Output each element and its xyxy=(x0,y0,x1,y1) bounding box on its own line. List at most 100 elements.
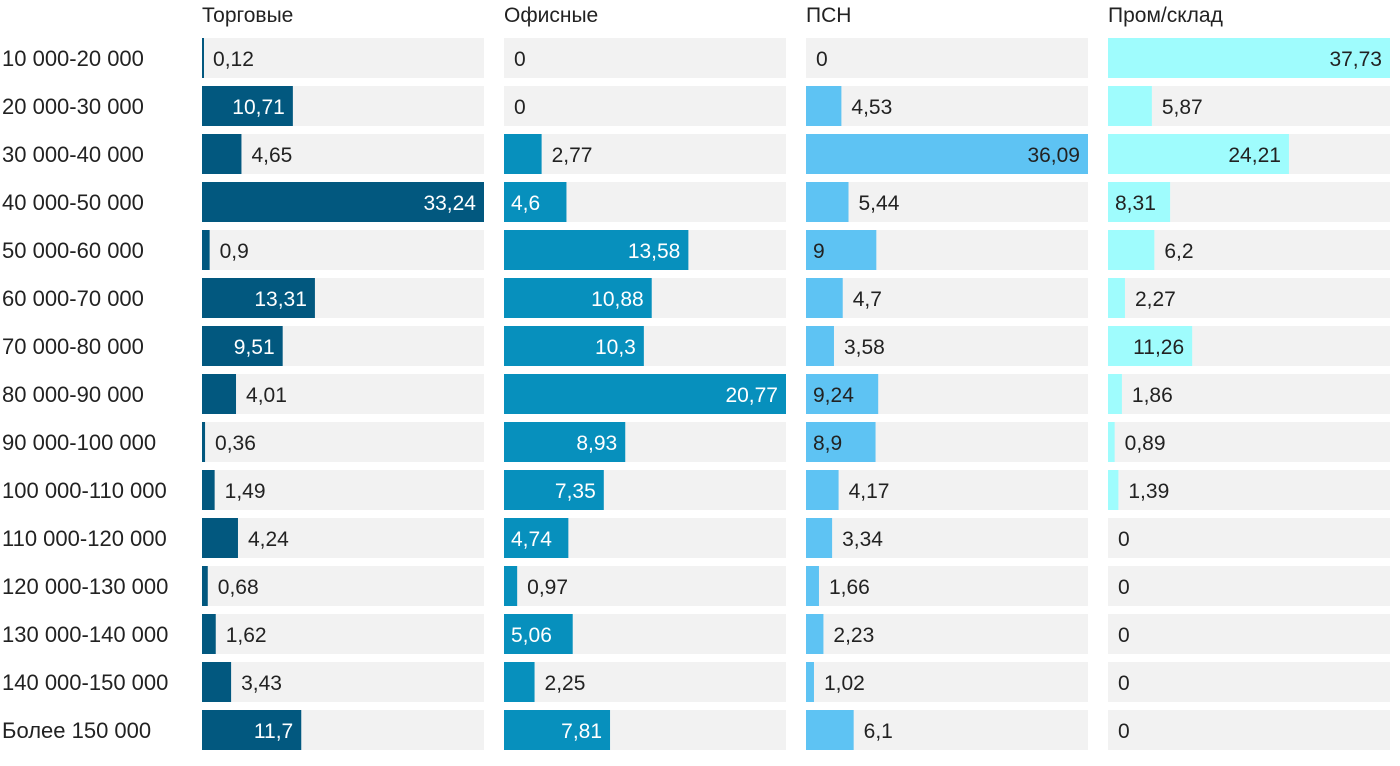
bar-track xyxy=(1108,86,1390,126)
value-label: 0 xyxy=(514,96,526,119)
value-label: 1,66 xyxy=(829,576,870,599)
row-label: 60 000-70 000 xyxy=(2,286,144,311)
bar xyxy=(1108,278,1125,318)
value-label: 10,71 xyxy=(232,96,285,119)
value-label: 4,53 xyxy=(851,96,892,119)
bar xyxy=(202,182,484,222)
bar xyxy=(202,278,315,318)
bar xyxy=(202,374,237,414)
bar-track xyxy=(1108,518,1390,558)
row-label: 50 000-60 000 xyxy=(2,238,144,263)
bar xyxy=(202,38,204,78)
value-label: 7,35 xyxy=(555,480,596,503)
value-label: 0 xyxy=(1118,528,1130,551)
bar-track xyxy=(1108,566,1390,606)
row-label: 40 000-50 000 xyxy=(2,190,144,215)
value-label: 36,09 xyxy=(1027,144,1080,167)
row-label: 110 000-120 000 xyxy=(2,526,167,551)
bar-track xyxy=(504,38,786,78)
row-label: 80 000-90 000 xyxy=(2,382,144,407)
bar-track xyxy=(806,326,1088,366)
bar xyxy=(504,518,569,558)
bar xyxy=(806,278,843,318)
bar-track xyxy=(202,470,484,510)
bar-track xyxy=(202,614,484,654)
value-label: 0,89 xyxy=(1125,432,1166,455)
bar-track xyxy=(806,182,1088,222)
bar-track xyxy=(806,86,1088,126)
bar xyxy=(202,470,215,510)
bar-track xyxy=(806,470,1088,510)
bar xyxy=(806,422,876,462)
value-label: 8,9 xyxy=(813,432,842,455)
bar xyxy=(504,230,689,270)
value-label: 8,31 xyxy=(1115,192,1156,215)
bar xyxy=(202,134,242,174)
value-label: 7,81 xyxy=(561,720,602,743)
value-label: 4,74 xyxy=(511,528,552,551)
value-label: 37,73 xyxy=(1329,48,1382,71)
value-label: 3,34 xyxy=(842,528,883,551)
row-label: 130 000-140 000 xyxy=(2,622,168,647)
bar xyxy=(202,326,283,366)
bar xyxy=(1108,230,1155,270)
bar xyxy=(1108,182,1171,222)
bar-track xyxy=(1108,710,1390,750)
value-label: 24,21 xyxy=(1228,144,1281,167)
bar xyxy=(1108,374,1122,414)
value-label: 2,77 xyxy=(552,144,593,167)
value-label: 0 xyxy=(514,48,526,71)
bar xyxy=(202,662,232,702)
bar-track xyxy=(202,230,484,270)
value-label: 3,43 xyxy=(241,672,282,695)
value-label: 1,49 xyxy=(225,480,266,503)
value-label: 5,87 xyxy=(1162,96,1203,119)
row-label: 10 000-20 000 xyxy=(2,46,144,71)
bar xyxy=(806,374,879,414)
value-label: 1,39 xyxy=(1128,480,1169,503)
value-label: 0 xyxy=(1118,720,1130,743)
bar-track xyxy=(1108,374,1390,414)
value-label: 13,31 xyxy=(254,288,307,311)
row-label: 70 000-80 000 xyxy=(2,334,144,359)
row-label: 30 000-40 000 xyxy=(2,142,144,167)
value-label: 4,65 xyxy=(251,144,292,167)
value-label: 11,7 xyxy=(254,720,293,743)
bar xyxy=(504,710,611,750)
value-label: 5,44 xyxy=(859,192,900,215)
bar xyxy=(202,230,210,270)
value-label: 2,27 xyxy=(1135,288,1176,311)
bar-track xyxy=(806,518,1088,558)
value-label: 10,3 xyxy=(595,336,636,359)
bar xyxy=(806,614,824,654)
bar-track xyxy=(504,566,786,606)
bar xyxy=(1108,326,1193,366)
value-label: 6,2 xyxy=(1164,240,1193,263)
bar-track xyxy=(1108,422,1390,462)
value-label: 0,12 xyxy=(213,48,254,71)
value-label: 3,58 xyxy=(844,336,885,359)
value-label: 13,58 xyxy=(628,240,681,263)
row-label: 120 000-130 000 xyxy=(2,574,168,599)
bar xyxy=(1108,86,1152,126)
value-label: 5,06 xyxy=(511,624,552,647)
bar-track xyxy=(202,134,484,174)
value-label: 0,9 xyxy=(220,240,249,263)
bar xyxy=(202,614,216,654)
value-label: 2,23 xyxy=(833,624,874,647)
bar xyxy=(806,662,814,702)
value-label: 6,1 xyxy=(864,720,893,743)
bar xyxy=(1108,38,1390,78)
bar xyxy=(504,566,518,606)
value-label: 10,88 xyxy=(591,288,644,311)
value-label: 1,86 xyxy=(1132,384,1173,407)
bar xyxy=(1108,470,1119,510)
bar-track xyxy=(202,566,484,606)
bar-track xyxy=(1108,278,1390,318)
column-title: Торговые xyxy=(202,4,293,27)
value-label: 4,17 xyxy=(849,480,890,503)
bar xyxy=(504,374,786,414)
bar xyxy=(504,134,542,174)
bar-track xyxy=(202,374,484,414)
